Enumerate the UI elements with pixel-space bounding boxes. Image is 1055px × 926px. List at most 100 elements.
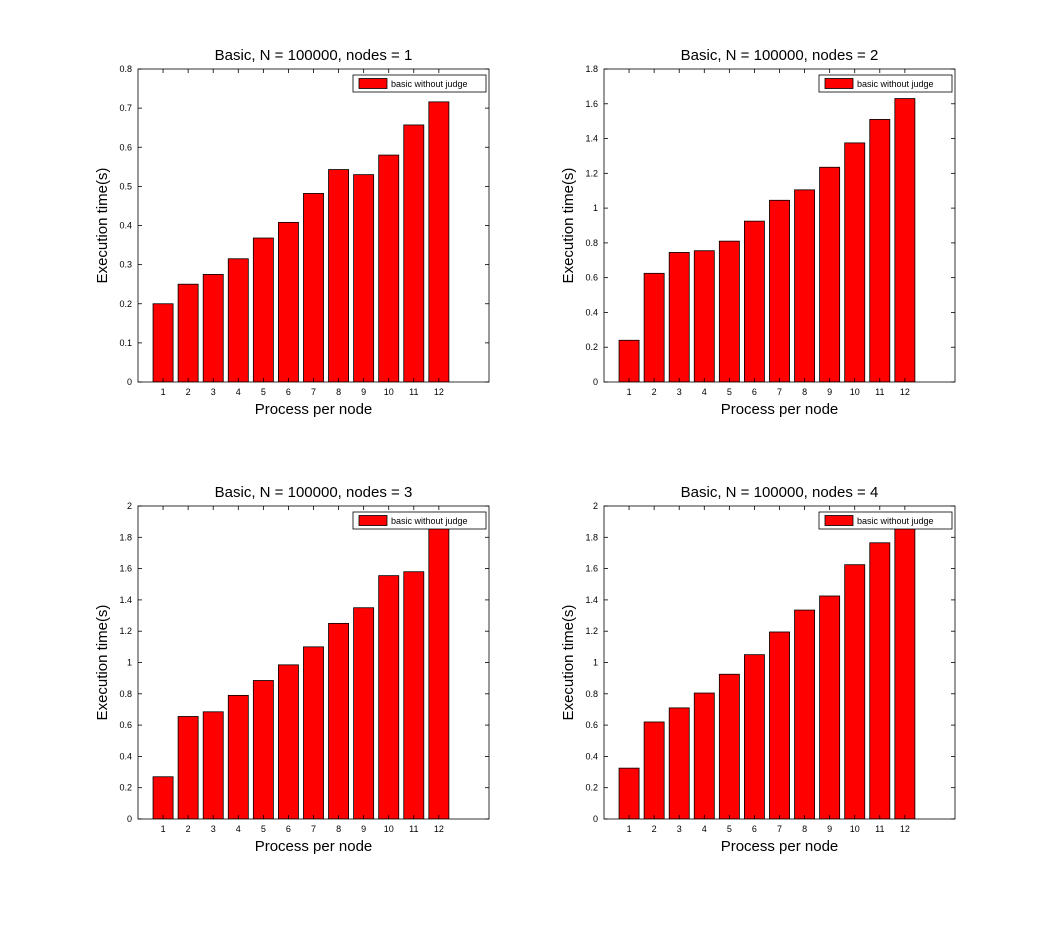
x-tick-label: 4	[236, 824, 241, 834]
y-tick-label: 1.2	[585, 168, 598, 178]
x-tick-label: 12	[434, 387, 444, 397]
x-tick-label: 8	[336, 387, 341, 397]
x-tick-label: 9	[361, 387, 366, 397]
bar-6	[744, 220, 765, 382]
y-tick-label: 1.4	[119, 595, 132, 605]
subplot-4: 1 2 3 4 5 6 7 8 9 10 11 1200.20.40.60.811.21.41.61.…	[560, 484, 956, 855]
bars	[152, 525, 450, 819]
bar-9	[819, 595, 841, 819]
chart-title: Basic, N = 100000, nodes = 1	[215, 47, 413, 64]
x-axis-label: Process per node	[721, 401, 839, 418]
bar-10	[378, 575, 400, 819]
bar-12	[428, 525, 450, 819]
x-tick-label: 1	[627, 824, 632, 834]
bar-5	[718, 240, 740, 382]
x-tick-label: 1	[161, 387, 166, 397]
legend-label: basic without judge	[857, 79, 934, 89]
y-tick-label: 0.4	[119, 221, 132, 231]
bars	[152, 101, 450, 382]
y-tick-label: 0	[593, 814, 598, 824]
x-tick-label: 5	[261, 387, 266, 397]
bar-5	[718, 673, 740, 819]
x-tick-label: 7	[311, 824, 316, 834]
x-tick-label: 8	[336, 824, 341, 834]
bar-10	[844, 564, 866, 819]
bar-9	[819, 166, 841, 382]
bar-11	[403, 571, 425, 819]
legend-label: basic without judge	[391, 516, 468, 526]
bar-5	[252, 680, 274, 819]
bar-1	[618, 767, 640, 819]
x-tick-label: 6	[286, 824, 291, 834]
y-tick-label: 0.6	[585, 273, 598, 283]
x-tick-label: 7	[777, 824, 782, 834]
x-tick-label: 3	[211, 824, 216, 834]
bar-10	[844, 142, 866, 382]
x-tick-label: 12	[900, 387, 910, 397]
chart-title: Basic, N = 100000, nodes = 4	[681, 484, 879, 501]
x-tick-label: 11	[875, 387, 884, 397]
x-tick-label: 4	[702, 824, 707, 834]
x-tick-label: 9	[361, 824, 366, 834]
y-tick-label: 1	[593, 203, 598, 213]
x-tick-label: 5	[727, 824, 732, 834]
y-tick-label: 1.8	[585, 64, 598, 74]
legend: basic without judge	[352, 511, 487, 530]
bar-3	[202, 274, 224, 382]
bar-8	[328, 622, 350, 819]
bar-12	[894, 98, 916, 382]
x-tick-label: 4	[702, 387, 707, 397]
x-tick-label: 3	[211, 387, 216, 397]
x-tick-label: 5	[727, 387, 732, 397]
chart-title: Basic, N = 100000, nodes = 3	[215, 484, 413, 501]
bar-11	[869, 542, 891, 819]
y-tick-label: 1.2	[119, 626, 132, 636]
bar-8	[794, 609, 815, 819]
y-tick-label: 1	[127, 658, 132, 668]
legend-label: basic without judge	[391, 79, 468, 89]
x-tick-label: 3	[677, 387, 682, 397]
y-tick-label: 1	[593, 658, 598, 668]
x-tick-label: 2	[186, 824, 191, 834]
bar-6	[277, 221, 299, 382]
x-tick-label: 8	[802, 387, 807, 397]
x-tick-label: 7	[777, 387, 782, 397]
legend: basic without judge	[818, 511, 953, 530]
subplot-3: 1 2 3 4 5 6 7 8 9 10 11 1200.20.40.60.811.21.41.61.…	[94, 484, 490, 855]
x-tick-label: 7	[311, 387, 316, 397]
bar-1	[152, 776, 174, 819]
x-tick-label: 1	[627, 387, 632, 397]
y-tick-label: 0.7	[119, 103, 132, 113]
bar-9	[353, 607, 375, 819]
bar-3	[668, 707, 690, 819]
subplot-1: 1 2 3 4 5 6 7 8 9 10 11 1200.10.20.30.40.50.60.70.8…	[94, 47, 490, 418]
y-tick-label: 0.8	[585, 689, 598, 699]
x-tick-label: 9	[827, 824, 832, 834]
x-tick-label: 2	[652, 387, 657, 397]
y-tick-label: 0.3	[119, 260, 132, 270]
x-tick-label: 11	[409, 387, 418, 397]
bar-2	[177, 716, 199, 819]
bar-4	[693, 692, 715, 819]
legend-swatch	[358, 78, 388, 89]
y-tick-label: 0.4	[119, 751, 132, 761]
y-tick-label: 1.6	[585, 99, 598, 109]
bar-1	[152, 303, 174, 382]
y-tick-label: 0.2	[119, 299, 132, 309]
y-tick-label: 1.6	[119, 564, 132, 574]
y-tick-label: 1.8	[585, 532, 598, 542]
y-tick-label: 0	[127, 377, 132, 387]
x-tick-label: 6	[752, 824, 757, 834]
x-tick-label: 10	[850, 824, 860, 834]
x-tick-label: 6	[286, 387, 291, 397]
y-tick-label: 0.5	[119, 181, 132, 191]
y-tick-label: 0.2	[585, 783, 598, 793]
bar-4	[227, 694, 249, 819]
y-tick-label: 0	[593, 377, 598, 387]
y-tick-label: 0.8	[119, 64, 132, 74]
legend-swatch	[824, 515, 854, 526]
bar-11	[403, 124, 425, 382]
y-tick-label: 0.8	[119, 689, 132, 699]
